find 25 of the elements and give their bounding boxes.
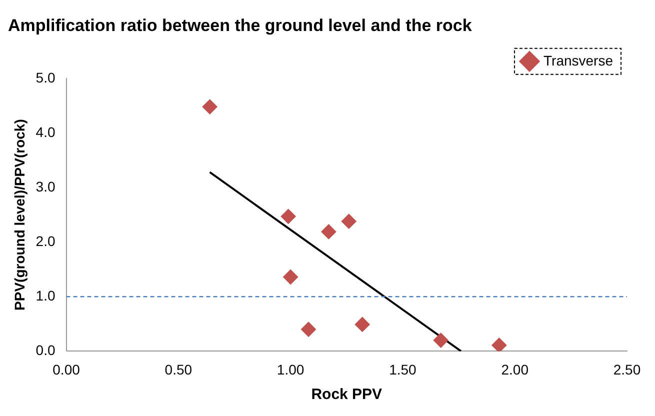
x-axis-title: Rock PPV [311,386,382,404]
y-tick-label: 3.0 [36,178,56,194]
point [341,214,356,229]
y-tick-label: 5.0 [36,69,56,86]
x-tick-label: 2.50 [613,361,641,378]
y-axis-title: PPV(ground level)/PPV(rock) [11,119,28,310]
x-tick-label: 0.00 [52,361,80,378]
x-tick-label: 0.50 [164,361,192,378]
point [280,208,296,224]
y-tick-label: 0.0 [36,342,56,358]
chart-title: Amplification ratio between the ground level and the rock [8,16,472,35]
point [354,316,370,332]
y-tick-label: 2.0 [36,232,56,249]
legend-label: Transverse [544,52,614,68]
point [301,322,316,337]
x-tick-label: 1.00 [276,361,304,378]
y-tick-label: 4.0 [36,124,56,140]
point [283,270,298,284]
y-tick-label: 1.0 [36,288,56,304]
point [492,338,507,352]
point [202,99,218,114]
point [433,332,448,348]
x-tick-label: 2.00 [501,361,529,378]
x-tick-label: 1.50 [389,361,417,378]
point [321,224,336,240]
